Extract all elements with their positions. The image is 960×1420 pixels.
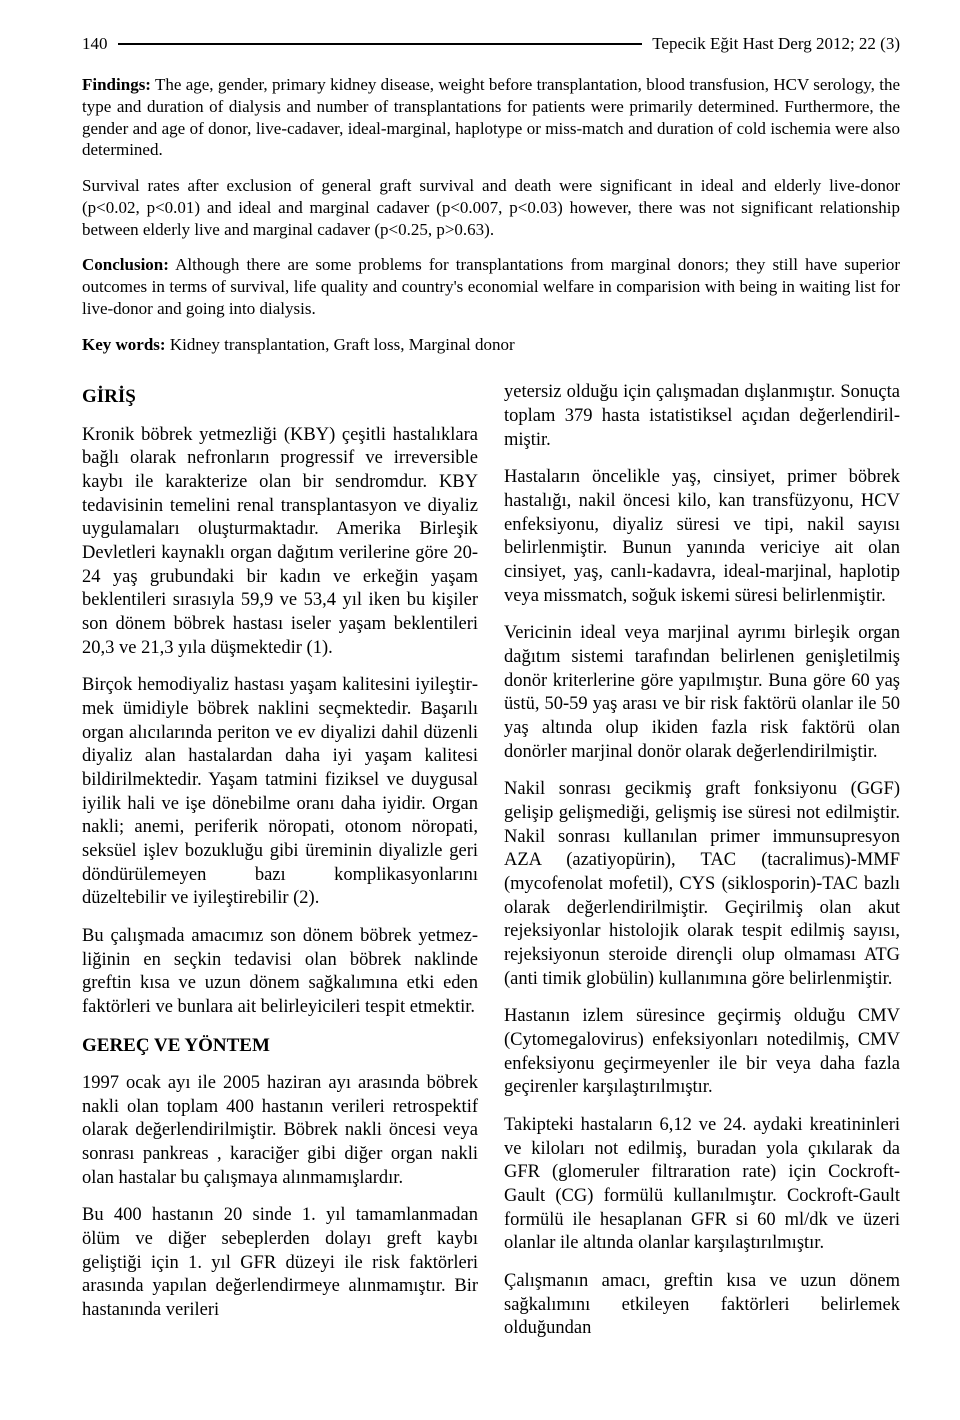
left-column: GİRİŞ Kronik böbrek yetmezliği (KBY) çeş… <box>82 381 478 1355</box>
body-paragraph: yetersiz olduğu için çalışmadan dışlanmı… <box>504 381 900 452</box>
body-paragraph: 1997 ocak ayı ile 2005 haziran ayı arası… <box>82 1072 478 1190</box>
running-head: Tepecik Eğit Hast Derg 2012; 22 (3) <box>652 34 900 54</box>
body-paragraph: Bu 400 hastanın 20 sinde 1. yıl tamamlan… <box>82 1204 478 1322</box>
header-rule <box>118 43 643 45</box>
keywords-label: Key words: <box>82 335 166 354</box>
abstract-findings: Findings: The age, gender, primary kidne… <box>82 74 900 161</box>
right-column: yetersiz olduğu için çalışmadan dışlanmı… <box>504 381 900 1355</box>
conclusion-text: Although there are some problems for tra… <box>82 255 900 318</box>
body-paragraph: Nakil sonrası gecikmiş graft fonksiyonu … <box>504 778 900 991</box>
findings-label: Findings: <box>82 75 151 94</box>
body-paragraph: Birçok hemodiyaliz hastası yaşam kalites… <box>82 674 478 911</box>
body-paragraph: Hastaların öncelikle yaş, cinsiyet, prim… <box>504 466 900 608</box>
abstract-conclusion: Conclusion: Although there are some prob… <box>82 254 900 319</box>
conclusion-label: Conclusion: <box>82 255 169 274</box>
abstract-keywords: Key words: Kidney transplantation, Graft… <box>82 334 900 356</box>
body-columns: GİRİŞ Kronik böbrek yetmezliği (KBY) çeş… <box>82 381 900 1355</box>
page-header: 140 Tepecik Eğit Hast Derg 2012; 22 (3) <box>82 34 900 54</box>
body-paragraph: Takipteki hastaların 6,12 ve 24. aydaki … <box>504 1114 900 1256</box>
abstract-survival: Survival rates after exclusion of genera… <box>82 175 900 240</box>
section-giris: GİRİŞ <box>82 385 478 409</box>
findings-text: The age, gender, primary kidney disease,… <box>82 75 900 159</box>
page-number: 140 <box>82 34 108 54</box>
section-gerec: GEREÇ VE YÖNTEM <box>82 1034 478 1058</box>
body-paragraph: Çalışmanın amacı, greftin kısa ve uzun d… <box>504 1270 900 1341</box>
body-paragraph: Vericinin ideal veya marjinal ayrımı bir… <box>504 622 900 764</box>
abstract-block: Findings: The age, gender, primary kidne… <box>82 74 900 355</box>
keywords-text: Kidney transplantation, Graft loss, Marg… <box>166 335 515 354</box>
body-paragraph: Kronik böbrek yetmezliği (KBY) çeşitli h… <box>82 424 478 661</box>
body-paragraph: Bu çalışmada amacımız son dönem böbrek y… <box>82 925 478 1020</box>
body-paragraph: Hastanın izlem süresince geçirmiş olduğu… <box>504 1005 900 1100</box>
